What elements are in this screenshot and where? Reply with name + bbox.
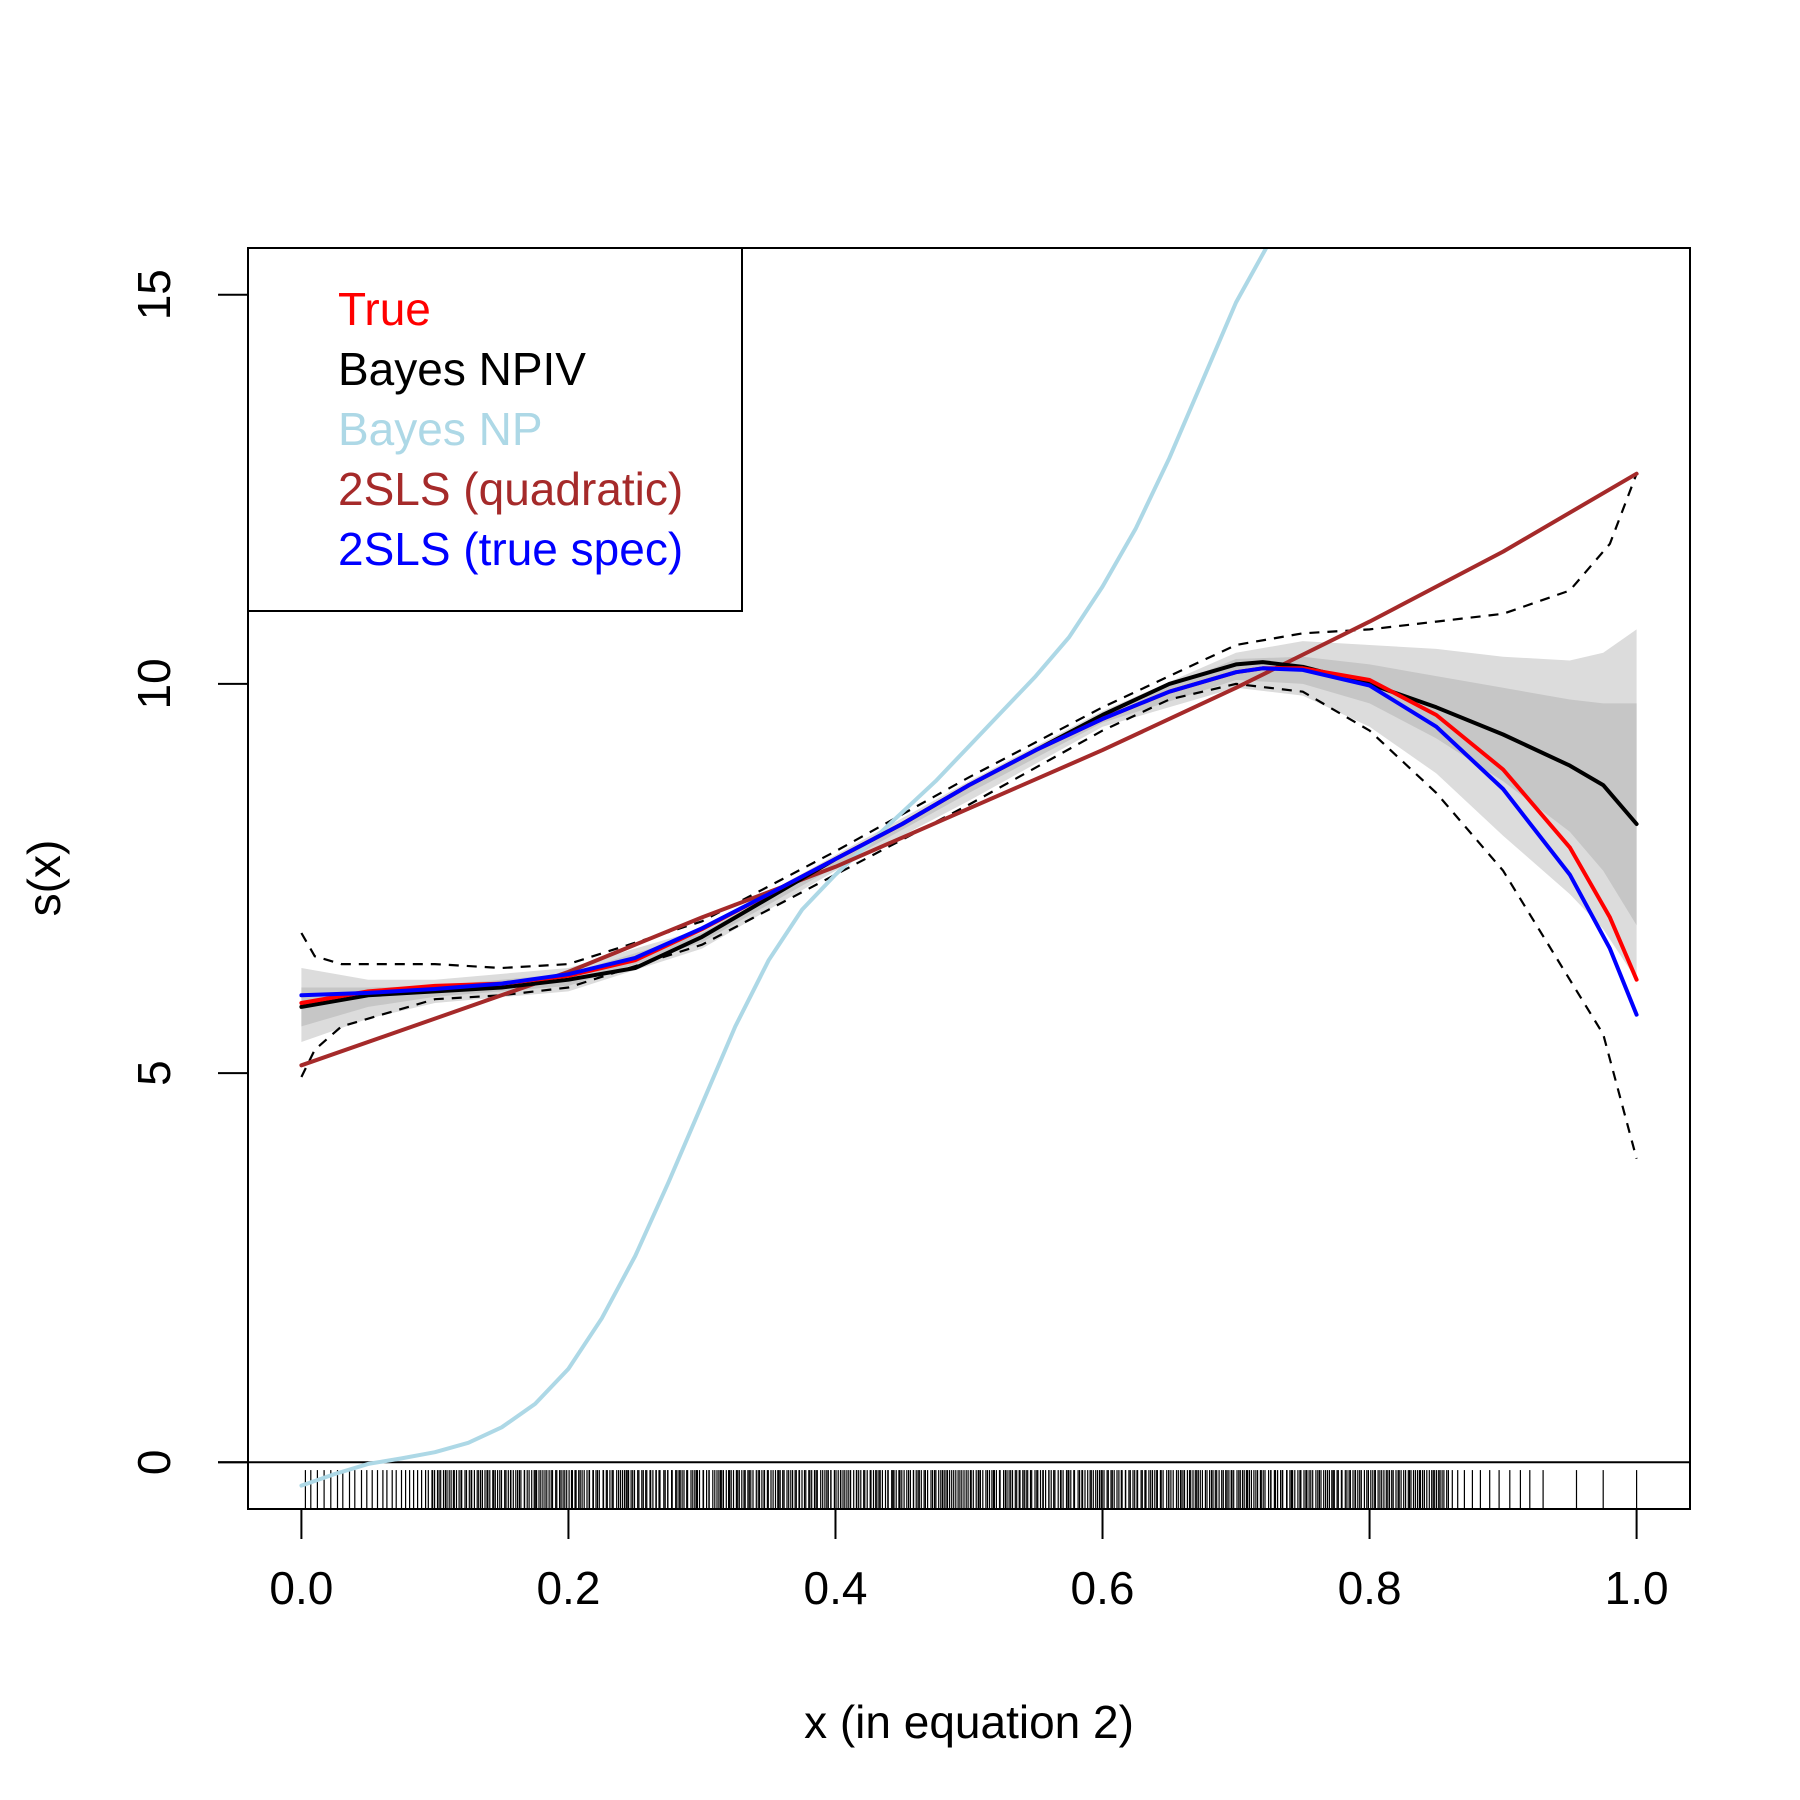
legend-entry-bayes-np: Bayes NP xyxy=(338,403,543,455)
y-axis-title: s(x) xyxy=(18,840,70,917)
x-tick-label: 0.8 xyxy=(1338,1562,1402,1614)
legend-entry-2sls-true-spec: 2SLS (true spec) xyxy=(338,523,683,575)
dashed-bound-upper xyxy=(300,473,1638,970)
x-tick-label: 0.6 xyxy=(1071,1562,1135,1614)
series-line-bayes-np xyxy=(299,248,1269,1488)
dashed-bounds xyxy=(300,473,1638,1159)
series-line-2sls-quadratic xyxy=(299,471,1639,1068)
x-axis: 0.0 0.2 0.4 0.6 0.8 1.0 xyxy=(269,1508,1669,1614)
x-tick-label: 0.4 xyxy=(804,1562,868,1614)
y-tick-label: 0 xyxy=(128,1449,180,1475)
legend-entry-true: True xyxy=(338,283,431,335)
band-outer-band xyxy=(301,629,1637,1042)
legend-entry-bayes-npiv: Bayes NPIV xyxy=(338,343,586,395)
y-tick-label: 10 xyxy=(128,658,180,709)
rug-marks xyxy=(304,1470,1638,1509)
series-line-2sls-true-spec xyxy=(299,666,1639,1017)
legend: True Bayes NPIV Bayes NP 2SLS (quadratic) 2S… xyxy=(247,247,743,612)
legend-entry-2sls-quadratic: 2SLS (quadratic) xyxy=(338,463,683,515)
legend-box xyxy=(247,247,743,612)
x-axis-title: x (in equation 2) xyxy=(804,1696,1134,1748)
plot-layers xyxy=(248,248,1690,1509)
x-tick-label: 0.0 xyxy=(269,1562,333,1614)
x-tick-label: 0.2 xyxy=(536,1562,600,1614)
dashed-bound-lower xyxy=(300,682,1638,1159)
y-tick-label: 15 xyxy=(128,269,180,320)
legend-entries: True Bayes NPIV Bayes NP 2SLS (quadratic) 2S… xyxy=(338,283,683,575)
x-tick-label: 1.0 xyxy=(1605,1562,1669,1614)
series-lines xyxy=(299,248,1639,1488)
y-tick-label: 5 xyxy=(128,1060,180,1086)
